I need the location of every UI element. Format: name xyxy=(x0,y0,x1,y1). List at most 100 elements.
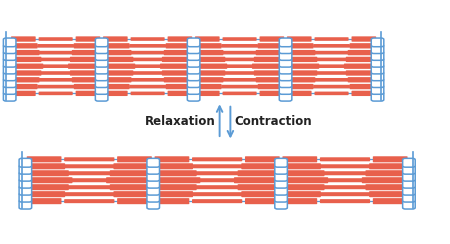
FancyBboxPatch shape xyxy=(254,57,284,62)
FancyBboxPatch shape xyxy=(36,51,76,54)
FancyBboxPatch shape xyxy=(95,52,108,60)
FancyBboxPatch shape xyxy=(27,184,69,190)
FancyBboxPatch shape xyxy=(76,91,100,96)
FancyBboxPatch shape xyxy=(369,191,408,197)
FancyBboxPatch shape xyxy=(4,38,16,47)
FancyBboxPatch shape xyxy=(162,57,192,62)
FancyBboxPatch shape xyxy=(221,44,258,48)
FancyBboxPatch shape xyxy=(154,184,197,190)
FancyBboxPatch shape xyxy=(62,164,117,168)
FancyBboxPatch shape xyxy=(4,52,16,60)
FancyBboxPatch shape xyxy=(147,200,159,209)
FancyBboxPatch shape xyxy=(37,85,74,88)
FancyBboxPatch shape xyxy=(241,163,280,169)
FancyBboxPatch shape xyxy=(11,91,36,96)
FancyBboxPatch shape xyxy=(117,198,152,204)
FancyBboxPatch shape xyxy=(39,37,73,41)
FancyBboxPatch shape xyxy=(27,170,69,176)
FancyBboxPatch shape xyxy=(195,63,227,69)
FancyBboxPatch shape xyxy=(275,172,288,181)
FancyBboxPatch shape xyxy=(110,170,152,176)
FancyBboxPatch shape xyxy=(371,65,384,74)
FancyBboxPatch shape xyxy=(147,165,159,174)
FancyBboxPatch shape xyxy=(351,91,376,96)
FancyBboxPatch shape xyxy=(154,156,189,162)
FancyBboxPatch shape xyxy=(4,58,16,67)
FancyBboxPatch shape xyxy=(256,50,284,55)
FancyBboxPatch shape xyxy=(195,70,225,76)
FancyBboxPatch shape xyxy=(320,199,370,203)
FancyBboxPatch shape xyxy=(19,200,32,209)
FancyBboxPatch shape xyxy=(128,78,167,81)
FancyBboxPatch shape xyxy=(154,191,193,197)
FancyBboxPatch shape xyxy=(279,79,292,88)
FancyBboxPatch shape xyxy=(373,156,408,162)
FancyBboxPatch shape xyxy=(313,44,350,48)
FancyBboxPatch shape xyxy=(371,72,384,81)
FancyBboxPatch shape xyxy=(4,72,16,81)
FancyBboxPatch shape xyxy=(95,92,108,101)
FancyBboxPatch shape xyxy=(279,86,292,94)
FancyBboxPatch shape xyxy=(275,186,288,195)
FancyBboxPatch shape xyxy=(37,44,74,48)
FancyBboxPatch shape xyxy=(160,63,192,69)
FancyBboxPatch shape xyxy=(369,163,408,169)
FancyBboxPatch shape xyxy=(275,193,288,202)
FancyBboxPatch shape xyxy=(187,79,200,88)
FancyBboxPatch shape xyxy=(219,71,261,75)
FancyBboxPatch shape xyxy=(241,191,280,197)
FancyBboxPatch shape xyxy=(184,178,250,182)
FancyBboxPatch shape xyxy=(258,84,284,89)
FancyBboxPatch shape xyxy=(371,92,384,101)
FancyBboxPatch shape xyxy=(260,36,284,42)
FancyBboxPatch shape xyxy=(4,65,16,74)
FancyBboxPatch shape xyxy=(187,65,200,74)
FancyBboxPatch shape xyxy=(220,51,259,54)
FancyBboxPatch shape xyxy=(245,156,280,162)
FancyBboxPatch shape xyxy=(11,50,40,55)
FancyBboxPatch shape xyxy=(195,50,224,55)
FancyBboxPatch shape xyxy=(113,163,152,169)
FancyBboxPatch shape xyxy=(287,43,314,49)
FancyBboxPatch shape xyxy=(74,84,100,89)
FancyBboxPatch shape xyxy=(64,199,114,203)
FancyBboxPatch shape xyxy=(72,77,100,82)
FancyBboxPatch shape xyxy=(95,79,108,88)
FancyBboxPatch shape xyxy=(130,92,165,95)
FancyBboxPatch shape xyxy=(223,92,256,95)
FancyBboxPatch shape xyxy=(275,200,288,209)
FancyBboxPatch shape xyxy=(344,63,376,69)
FancyBboxPatch shape xyxy=(279,92,292,101)
FancyBboxPatch shape xyxy=(59,185,120,189)
FancyBboxPatch shape xyxy=(287,50,315,55)
FancyBboxPatch shape xyxy=(238,170,280,176)
FancyBboxPatch shape xyxy=(195,91,220,96)
FancyBboxPatch shape xyxy=(346,70,376,76)
FancyBboxPatch shape xyxy=(279,72,292,81)
FancyBboxPatch shape xyxy=(164,77,192,82)
FancyBboxPatch shape xyxy=(313,85,350,88)
FancyBboxPatch shape xyxy=(187,92,200,101)
FancyBboxPatch shape xyxy=(317,164,373,168)
FancyBboxPatch shape xyxy=(128,51,167,54)
FancyBboxPatch shape xyxy=(279,65,292,74)
FancyBboxPatch shape xyxy=(192,157,242,161)
FancyBboxPatch shape xyxy=(35,71,77,75)
FancyBboxPatch shape xyxy=(317,192,373,196)
FancyBboxPatch shape xyxy=(283,184,324,190)
FancyBboxPatch shape xyxy=(27,177,72,183)
FancyBboxPatch shape xyxy=(103,50,131,55)
FancyBboxPatch shape xyxy=(220,78,259,81)
FancyBboxPatch shape xyxy=(279,52,292,60)
FancyBboxPatch shape xyxy=(371,79,384,88)
FancyBboxPatch shape xyxy=(362,177,408,183)
FancyBboxPatch shape xyxy=(103,77,131,82)
FancyBboxPatch shape xyxy=(147,193,159,202)
FancyBboxPatch shape xyxy=(315,185,375,189)
FancyBboxPatch shape xyxy=(195,57,225,62)
FancyBboxPatch shape xyxy=(166,84,192,89)
FancyBboxPatch shape xyxy=(162,70,192,76)
FancyBboxPatch shape xyxy=(64,157,114,161)
FancyBboxPatch shape xyxy=(189,192,245,196)
FancyBboxPatch shape xyxy=(167,91,192,96)
